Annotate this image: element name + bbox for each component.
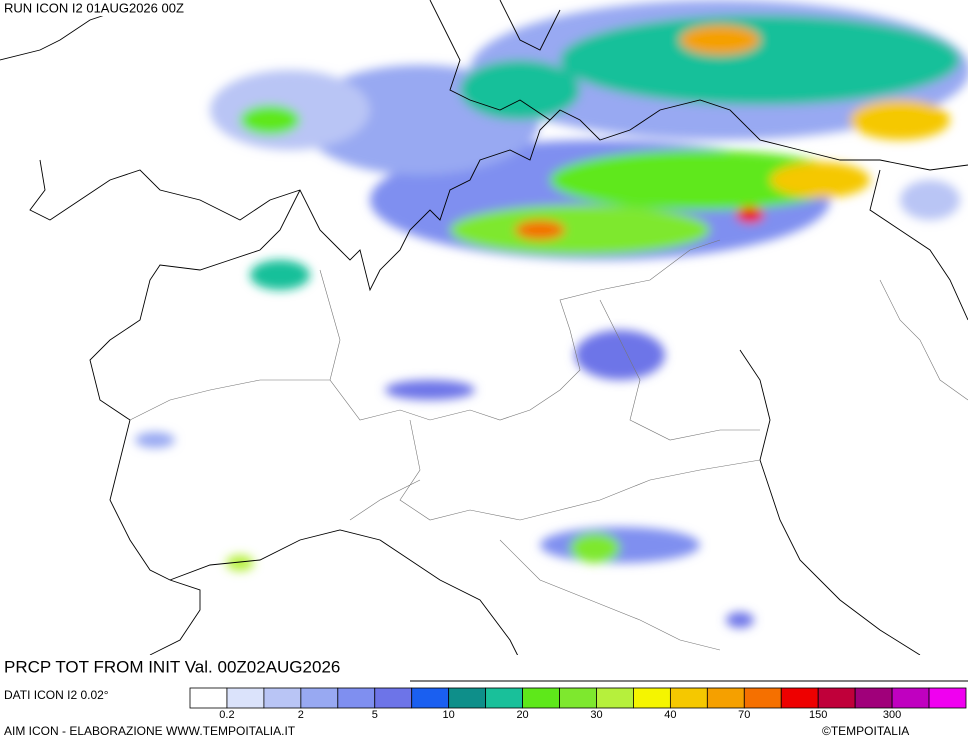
legend-label: 10: [443, 709, 455, 721]
legend-label: 30: [590, 709, 602, 721]
credit-label: AIM ICON - ELABORAZIONE WWW.TEMPOITALIA.…: [4, 724, 296, 738]
color-box: [189, 687, 228, 709]
legend-label: 5: [372, 709, 378, 721]
color-box: [522, 687, 560, 709]
color-box: [485, 687, 523, 709]
legend-label: 70: [738, 709, 750, 721]
map-borders: [0, 0, 968, 661]
legend-label: 40: [664, 709, 676, 721]
color-box: [596, 687, 634, 709]
source-label: DATI ICON I2 0.02°: [4, 688, 109, 702]
legend-label: 0.2: [219, 709, 234, 721]
color-box: [891, 687, 930, 709]
color-box: [743, 687, 782, 709]
color-box: [411, 687, 450, 709]
color-box: [300, 687, 339, 709]
color-box: [633, 687, 671, 709]
legend-label: 150: [809, 709, 827, 721]
product-label: PRCP TOT FROM INIT Val. 00Z02AUG2026: [4, 657, 340, 676]
color-box: [263, 687, 302, 709]
color-box: [226, 687, 265, 709]
legend-label: 20: [516, 709, 528, 721]
color-box: [337, 687, 376, 709]
color-box: [559, 687, 597, 709]
color-legend: 0.2 2 5 10 20 30 40 70 150 300: [189, 687, 967, 721]
color-box: [669, 687, 708, 709]
header-box: [0, 0, 232, 16]
color-box: [374, 687, 413, 709]
copyright-label: ©TEMPOITALIA: [822, 724, 909, 738]
precipitation-field: [135, 0, 968, 628]
color-box: [854, 687, 893, 709]
legend-label: 2: [298, 709, 304, 721]
color-box: [448, 687, 487, 709]
color-box: [706, 687, 745, 709]
run-label: RUN ICON I2 01AUG2026 00Z: [4, 0, 184, 15]
color-box: [780, 687, 819, 709]
color-box: [928, 687, 967, 709]
color-box: [817, 687, 856, 709]
legend-label: 300: [883, 709, 901, 721]
